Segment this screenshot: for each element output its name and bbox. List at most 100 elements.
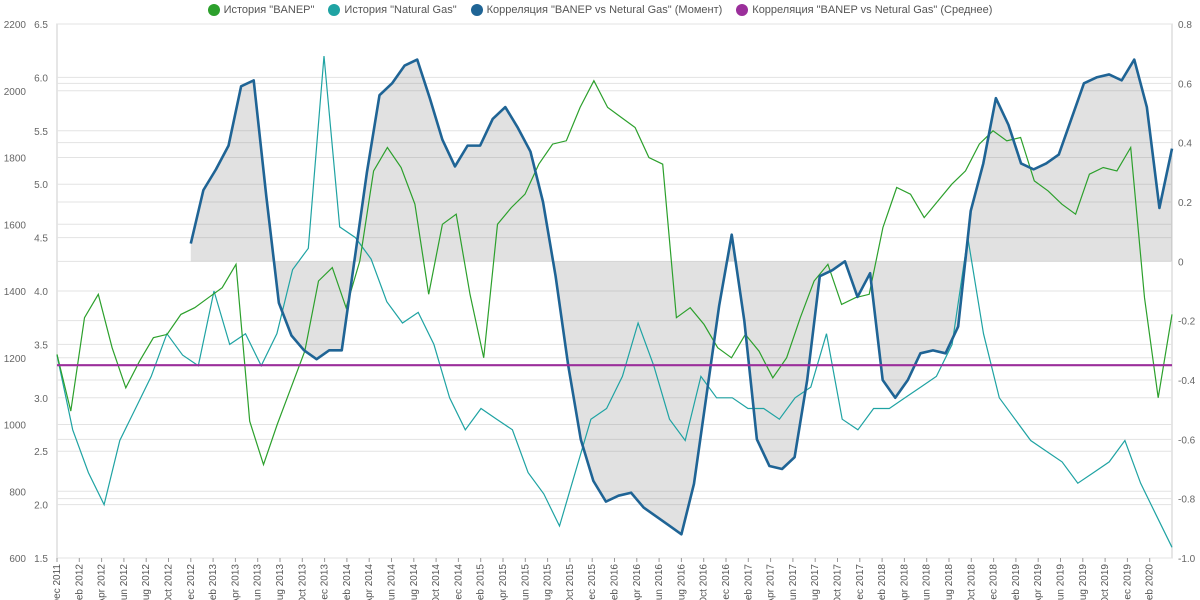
x-tick-label-49: Feb 2020 [1145,564,1156,600]
y-tick-corr-3: -0.4 [1178,376,1196,387]
banep-series [56,79,1173,467]
y-tick-banep-8: 2200 [4,20,27,31]
x-tick-label-35: Oct 2017 [833,564,844,600]
correlation-moment-line [189,58,1174,536]
legend-dot-banep [207,4,220,16]
x-tick-label-0: Dec 2011 [52,564,63,600]
x-tick-label-34: Aug 2017 [810,564,821,600]
y-tick-banep-5: 1600 [4,220,27,231]
x-tick-label-27: Jun 2016 [654,564,665,600]
x-tick-label-10: Aug 2013 [275,564,286,600]
y-tick-gas-0: 1.5 [34,554,48,565]
gas-history-line [56,55,1173,548]
legend-item-corr-mean[interactable]: Корреляция "BANEP vs Netural Gas" (Средн… [736,4,992,16]
y-tick-gas-3: 3.0 [34,394,48,405]
x-tick-label-8: Apr 2013 [230,564,241,600]
legend-dot-corr-mean [736,4,749,16]
y-tick-corr-4: -0.2 [1178,317,1196,328]
x-tick-label-43: Feb 2019 [1011,564,1022,600]
y-tick-gas-9: 6.0 [34,73,48,84]
x-tick-label-16: Aug 2014 [409,564,420,600]
legend-item-banep[interactable]: История "BANEP" [207,4,315,16]
x-tick-label-47: Oct 2019 [1100,564,1111,600]
x-tick-label-32: Apr 2017 [766,564,777,600]
x-tick-label-26: Apr 2016 [632,564,643,600]
y-tick-gas-2: 2.5 [34,447,48,458]
x-tick-label-13: Feb 2014 [342,564,353,600]
y-tick-gas-8: 5.5 [34,127,48,138]
x-tick-label-9: Jun 2013 [253,564,264,600]
x-tick-label-6: Dec 2012 [186,564,197,600]
x-tick-label-18: Dec 2014 [453,564,464,600]
x-tick-label-31: Feb 2017 [743,564,754,600]
x-tick-label-41: Oct 2018 [966,564,977,600]
y-tick-banep-0: 600 [9,554,26,565]
correlation-fill [190,59,1173,535]
x-tick-label-22: Aug 2015 [543,564,554,600]
y-tick-banep-1: 800 [9,487,26,498]
x-tick-label-40: Aug 2018 [944,564,955,600]
x-tick-label-38: Apr 2018 [899,564,910,600]
x-tick-label-4: Aug 2012 [141,564,152,600]
legend-label-gas: История "Natural Gas" [344,4,457,16]
y-tick-gas-5: 4.0 [34,287,48,298]
y-tick-gas-10: 6.5 [34,20,48,31]
y-tick-corr-7: 0.4 [1178,139,1192,150]
y-tick-corr-1: -0.8 [1178,495,1196,506]
x-tick-label-25: Feb 2016 [610,564,621,600]
x-tick-label-2: Apr 2012 [97,564,108,600]
y-tick-gas-6: 4.5 [34,234,48,245]
x-tick-label-7: Feb 2013 [208,564,219,600]
x-tick-label-28: Aug 2016 [676,564,687,600]
y-tick-corr-2: -0.6 [1178,435,1196,446]
x-tick-label-3: Jun 2012 [119,564,130,600]
y-tick-gas-1: 2.0 [34,501,48,512]
x-tick-label-1: Feb 2012 [74,564,85,600]
legend-label-corr-mean: Корреляция "BANEP vs Netural Gas" (Средн… [752,4,993,16]
x-tick-label-42: Dec 2018 [989,564,1000,600]
x-tick-label-23: Oct 2015 [565,564,576,600]
x-tick-label-21: Jun 2015 [520,564,531,600]
legend-item-corr-moment[interactable]: Корреляция "BANEP vs Netural Gas" (Момен… [470,4,723,16]
x-tick-label-30: Dec 2016 [721,564,732,600]
y-tick-banep-7: 2000 [4,87,27,98]
y-tick-banep-4: 1400 [4,287,27,298]
axes: 600 800 1000 1200 1400 1600 1800 2000 2200 1.5 2.0… [4,20,1196,600]
legend-item-gas[interactable]: История "Natural Gas" [328,4,457,16]
banep-history-line [56,79,1173,467]
legend-dot-gas [328,4,341,16]
x-tick-label-45: Jun 2019 [1056,564,1067,600]
legend: История "BANEP" История "Natural Gas" Ко… [0,4,1200,16]
legend-label-banep: История "BANEP" [223,4,315,16]
x-tick-label-19: Feb 2015 [476,564,487,600]
gas-series [56,55,1173,548]
x-tick-label-20: Apr 2015 [498,564,509,600]
legend-label-corr-moment: Корреляция "BANEP vs Netural Gas" (Момен… [486,4,723,16]
x-tick-label-39: Jun 2018 [922,564,933,600]
x-tick-label-11: Oct 2013 [297,564,308,600]
x-tick-label-17: Oct 2014 [431,564,442,600]
y-tick-corr-8: 0.6 [1178,79,1192,90]
y-tick-gas-4: 3.5 [34,340,48,351]
x-tick-label-5: Oct 2012 [164,564,175,600]
x-tick-label-14: Apr 2014 [364,564,375,600]
y-tick-banep-6: 1800 [4,154,27,165]
x-tick-label-15: Jun 2014 [387,564,398,600]
x-tick-label-24: Dec 2015 [587,564,598,600]
correlation-series [57,58,1174,536]
y-tick-corr-5: 0 [1178,257,1184,268]
correlation-moment-area [190,59,1173,535]
y-tick-gas-7: 5.0 [34,180,48,191]
y-tick-corr-9: 0.8 [1178,20,1192,31]
y-tick-banep-3: 1200 [4,354,27,365]
x-tick-label-33: Jun 2017 [788,564,799,600]
y-tick-corr-0: -1.0 [1178,554,1196,565]
y-tick-banep-2: 1000 [4,421,27,432]
legend-dot-corr-moment [470,4,483,16]
x-tick-label-37: Feb 2018 [877,564,888,600]
x-tick-label-29: Oct 2016 [699,564,710,600]
x-tick-label-46: Aug 2019 [1078,564,1089,600]
y-tick-corr-6: 0.2 [1178,198,1192,209]
